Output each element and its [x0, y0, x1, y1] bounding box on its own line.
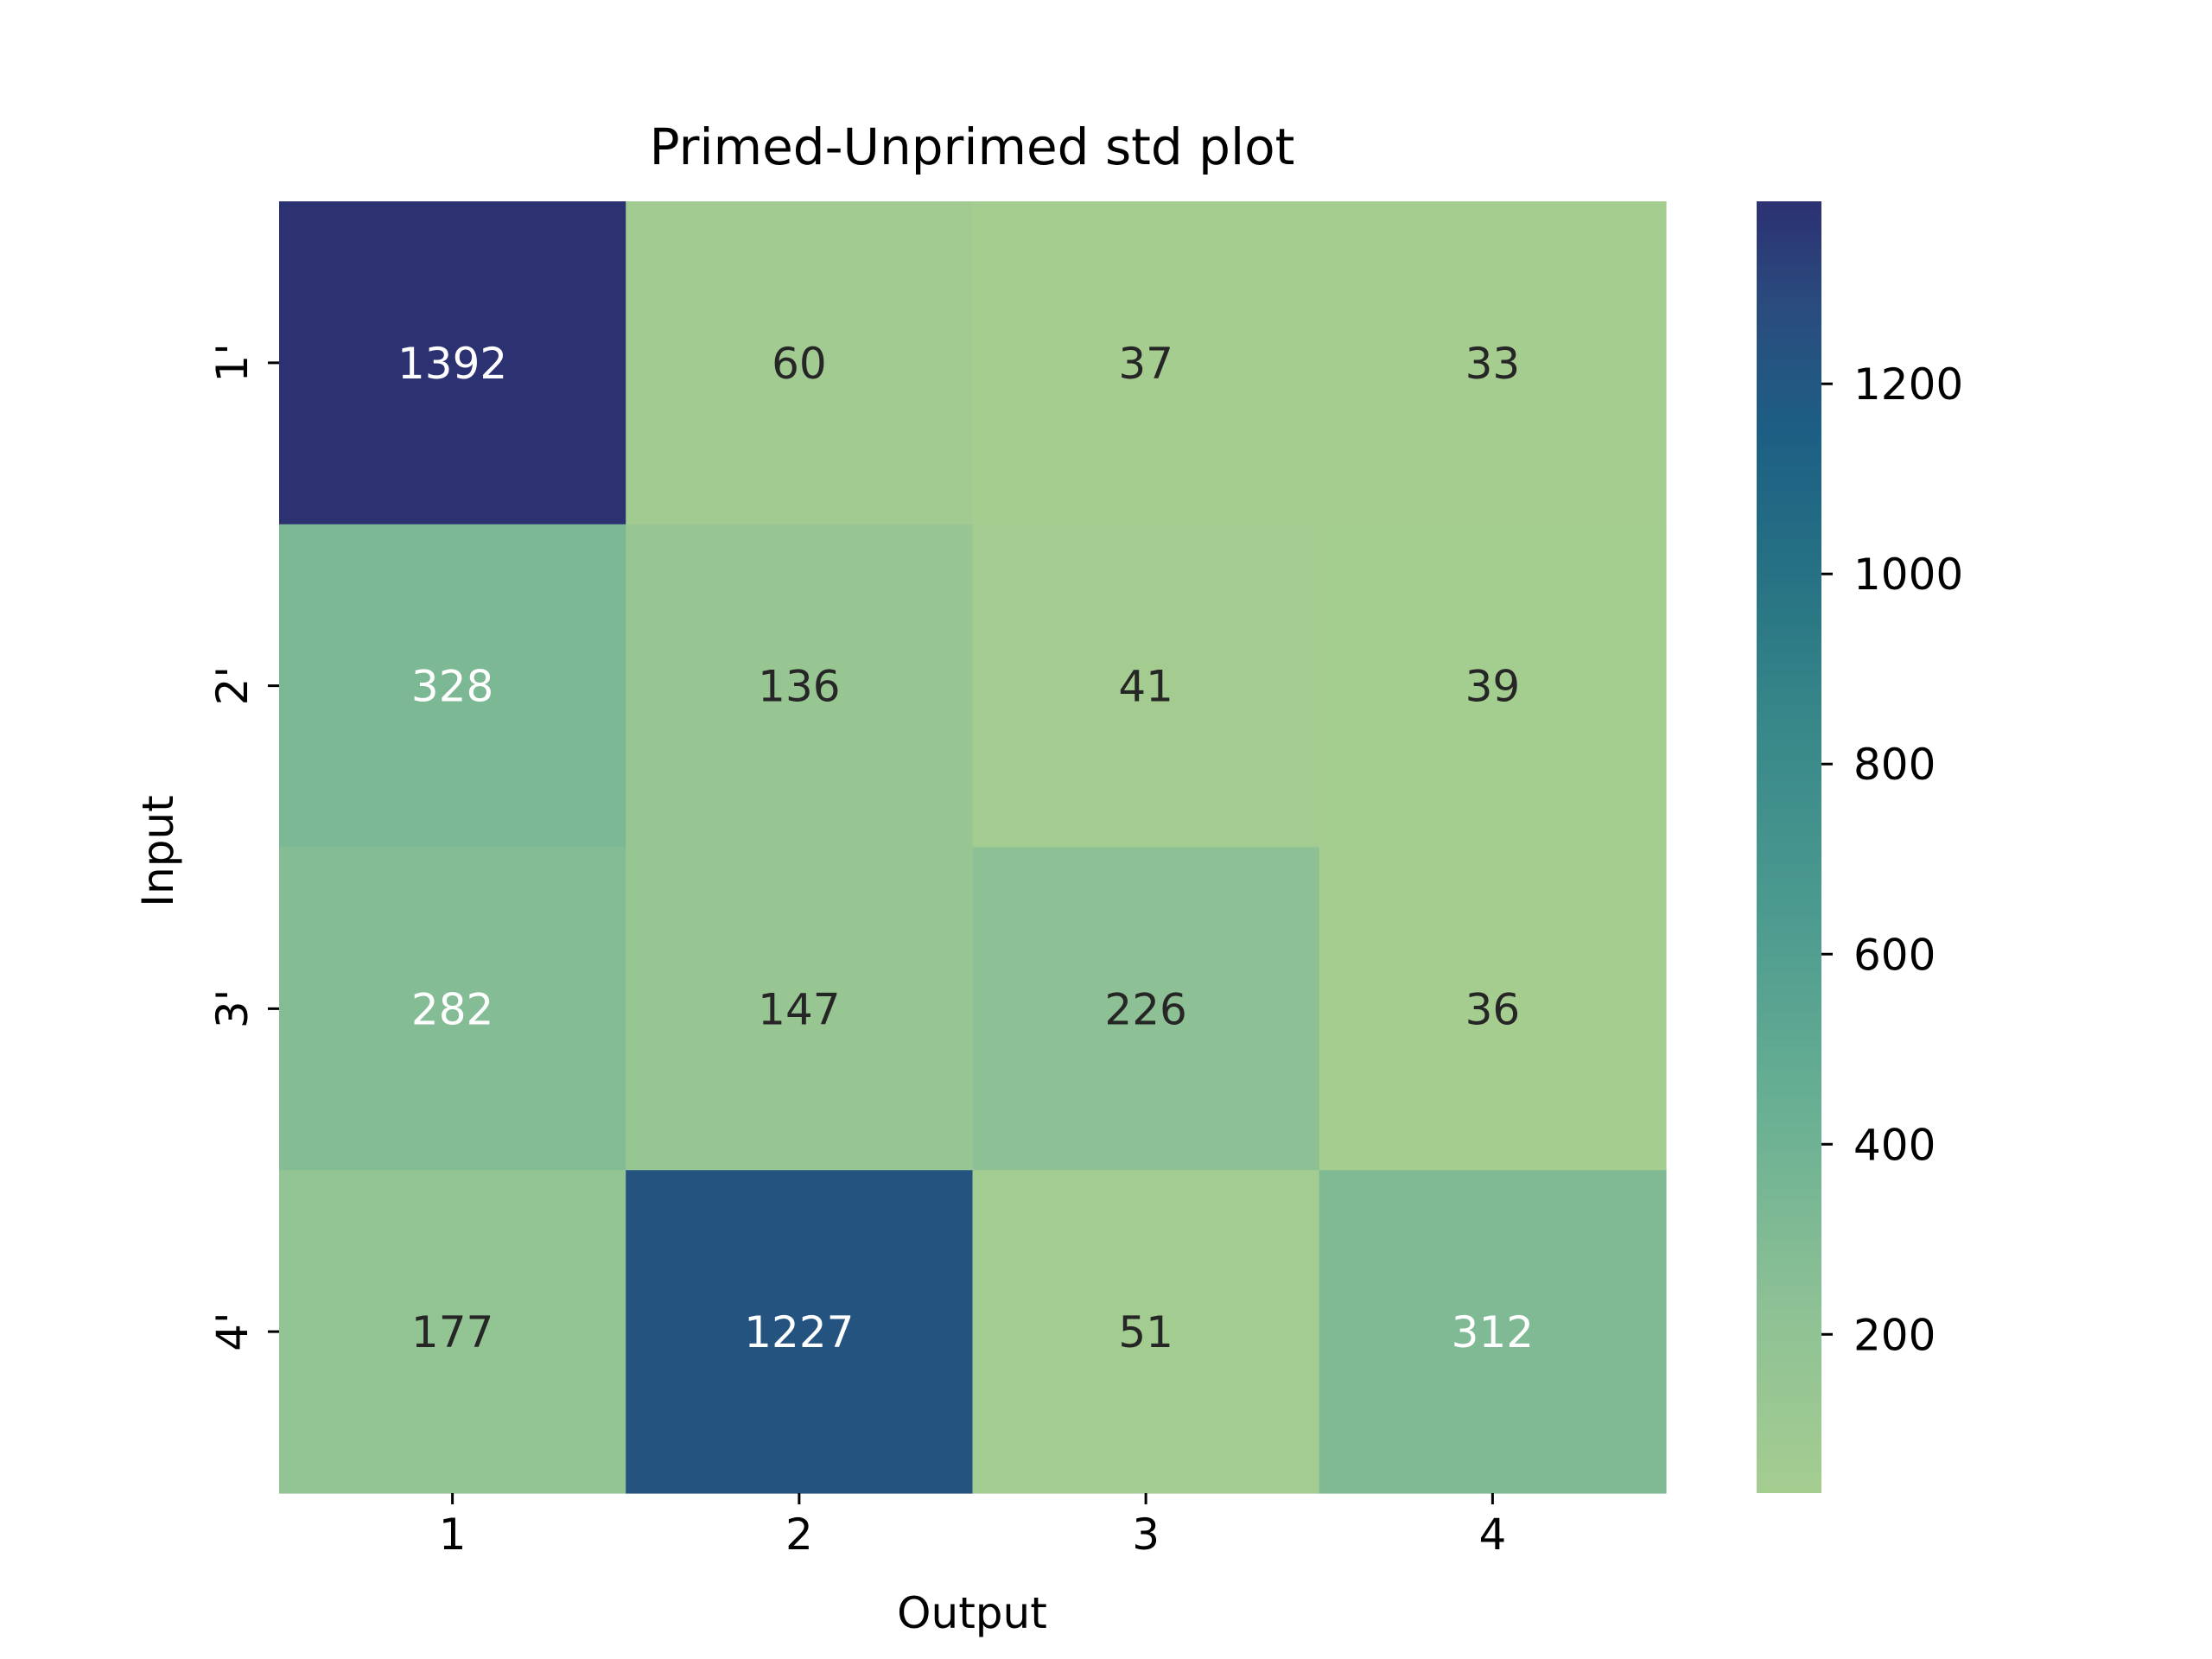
heatmap-cell	[1319, 201, 1667, 525]
heatmap-cell	[279, 201, 626, 525]
heatmap-cell	[626, 847, 974, 1171]
cell-value-label: 328	[411, 662, 493, 712]
cell-value-label: 37	[1118, 339, 1173, 389]
colorbar-tick-label: 800	[1853, 740, 1936, 790]
cell-value-label: 177	[411, 1307, 493, 1357]
heatmap-cell	[1319, 847, 1667, 1171]
heatmap-cells: 1392 60 37 33 328 136 41 39 282 147 226 36 177 1227 51…	[279, 201, 1667, 1494]
cell-value-label: 51	[1118, 1307, 1173, 1357]
chart-title: Primed-Unprimed std plot	[650, 118, 1295, 176]
x-axis-label: Output	[897, 1588, 1047, 1638]
y-tick-label: 4'	[207, 1312, 257, 1351]
cell-value-label: 36	[1465, 984, 1521, 1034]
colorbar: 200 400 600 800 1000 1200	[1757, 201, 1963, 1493]
heatmap-cell	[972, 1170, 1320, 1494]
y-tick-label: 3'	[207, 989, 257, 1029]
colorbar-tick-label: 400	[1853, 1120, 1936, 1170]
cell-value-label: 33	[1465, 339, 1521, 389]
heatmap-cell	[972, 847, 1320, 1171]
colorbar-ticks: 200 400 600 800 1000 1200	[1821, 359, 1963, 1360]
y-tick-label: 2'	[207, 666, 257, 706]
heatmap-cell	[279, 1170, 626, 1494]
heatmap-cell	[626, 1170, 974, 1494]
colorbar-tick-label: 600	[1853, 930, 1936, 980]
cell-value-label: 60	[772, 339, 827, 389]
cell-value-label: 39	[1465, 662, 1521, 712]
x-tick-label: 2	[785, 1510, 813, 1560]
heatmap-cell	[1319, 1170, 1667, 1494]
cell-value-label: 282	[411, 984, 493, 1034]
x-tick-label: 3	[1132, 1510, 1160, 1560]
heatmap-cell	[1319, 524, 1667, 849]
x-tick-label: 4	[1478, 1510, 1506, 1560]
y-axis-label: Input	[133, 795, 183, 906]
heatmap-cell	[972, 201, 1320, 525]
y-axis: 1' 2' 3' 4'	[207, 343, 279, 1351]
heatmap-cell	[279, 524, 626, 849]
cell-value-label: 1392	[397, 339, 507, 389]
cell-value-label: 41	[1118, 662, 1173, 712]
x-tick-label: 1	[439, 1510, 467, 1560]
y-tick-label: 1'	[207, 343, 257, 383]
colorbar-tick-label: 200	[1853, 1310, 1936, 1360]
colorbar-tick-label: 1000	[1853, 550, 1963, 600]
heatmap-cell	[626, 201, 974, 525]
heatmap-cell	[279, 847, 626, 1171]
heatmap-cell	[972, 524, 1320, 849]
cell-value-label: 312	[1452, 1307, 1534, 1357]
cell-value-label: 136	[758, 662, 840, 712]
cell-value-label: 147	[758, 984, 840, 1034]
x-axis: 1 2 3 4	[439, 1493, 1506, 1560]
cell-value-label: 226	[1104, 984, 1186, 1034]
colorbar-gradient	[1757, 201, 1821, 1493]
colorbar-tick-label: 1200	[1853, 359, 1963, 410]
cell-value-label: 1227	[744, 1307, 854, 1357]
heatmap-cell	[626, 524, 974, 849]
